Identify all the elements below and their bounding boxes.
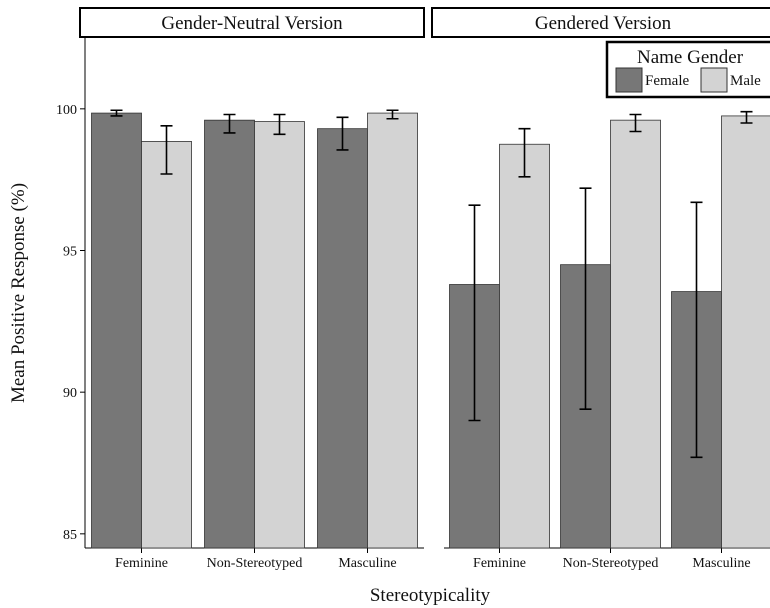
legend-label-male: Male [730, 73, 761, 89]
error-bar-left-0-male [160, 125, 173, 175]
error-bars [110, 109, 753, 459]
bar-right-non-stereotyped-male [610, 119, 661, 549]
error-bar-left-2-female [336, 116, 349, 151]
bar-left-feminine-male [141, 141, 192, 549]
x-axis-left: Feminine Non-Stereotyped Masculine [85, 547, 424, 571]
error-bar-right-1-male [629, 113, 642, 133]
bar-left-masculine-male [367, 112, 418, 549]
panel-strips: Gender-Neutral Version Gendered Version [79, 7, 770, 38]
y-tick-label-85: 85 [63, 528, 77, 543]
panel-strip-left [79, 7, 425, 38]
panel-title-left: Gender-Neutral Version [161, 13, 343, 34]
bar-left-non-stereotyped-male [254, 121, 305, 549]
y-axis-title: Mean Positive Response (%) [8, 183, 29, 403]
legend-key-male [700, 67, 728, 93]
bar-right-masculine-male [721, 115, 770, 549]
error-bar-left-1-male [273, 113, 286, 136]
y-tick-label-90: 90 [63, 386, 77, 401]
panel-strip-right [431, 7, 770, 38]
x-tick-label-right-1: Non-Stereotyped [563, 556, 659, 571]
legend: Name Gender Female Male [605, 40, 770, 99]
x-tick-label-right-2: Masculine [692, 556, 750, 571]
x-axis-title: Stereotypicality [370, 585, 491, 606]
bar-left-feminine-female [91, 112, 142, 549]
error-bar-right-2-female [690, 201, 703, 459]
bar-left-non-stereotyped-female [204, 119, 255, 549]
error-bar-right-1-female [579, 187, 592, 410]
error-bar-left-1-female [223, 113, 236, 134]
x-tick-label-left-0: Feminine [115, 556, 168, 571]
error-bar-right-0-male [518, 127, 531, 178]
x-tick-label-left-1: Non-Stereotyped [207, 556, 303, 571]
bar-left-masculine-female [317, 128, 368, 549]
bar-right-feminine-male [499, 143, 550, 549]
bars [91, 112, 770, 549]
legend-title: Name Gender [637, 47, 744, 68]
panel-title-right: Gendered Version [535, 13, 672, 34]
error-bar-right-0-female [468, 204, 481, 422]
error-bar-right-2-male [740, 110, 753, 124]
y-axis: 85 90 95 100 [56, 38, 86, 548]
y-tick-label-100: 100 [56, 103, 77, 118]
legend-key-female [615, 67, 643, 93]
x-tick-label-right-0: Feminine [473, 556, 526, 571]
error-bar-left-2-male [386, 109, 399, 120]
error-bar-left-0-female [110, 109, 123, 117]
legend-label-female: Female [645, 73, 689, 89]
y-tick-label-95: 95 [63, 245, 77, 260]
x-axis-right: Feminine Non-Stereotyped Masculine [444, 547, 770, 571]
x-tick-label-left-2: Masculine [338, 556, 396, 571]
